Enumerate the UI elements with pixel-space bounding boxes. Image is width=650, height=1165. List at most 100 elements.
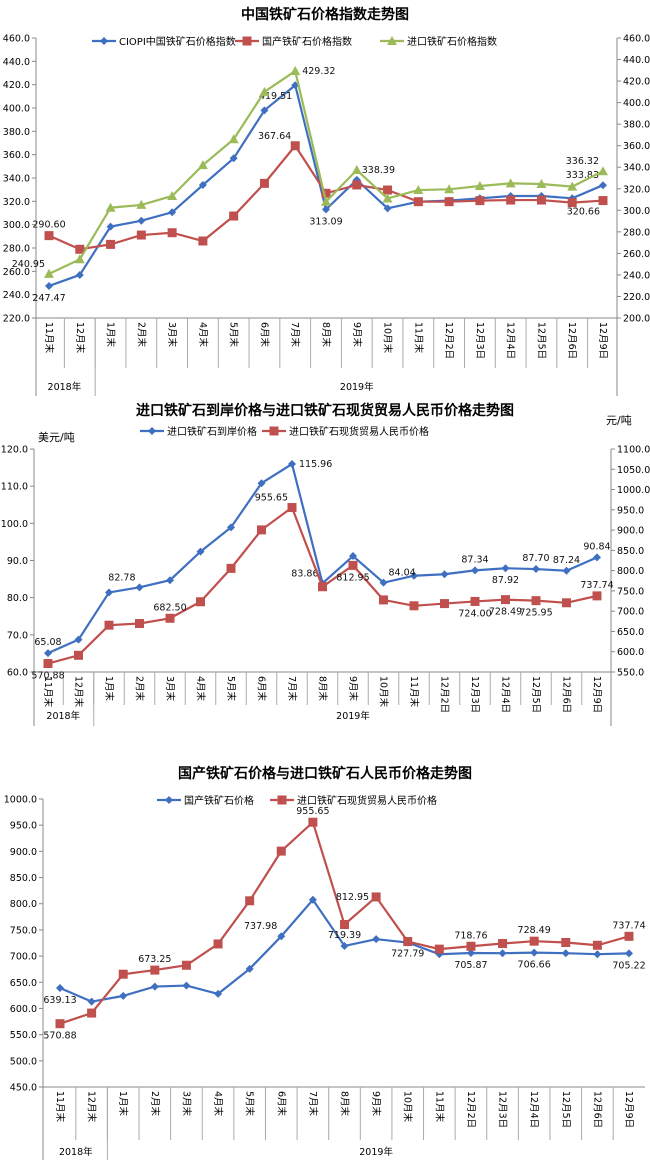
data-point <box>245 964 254 973</box>
y-tick-label-left: 600.0 <box>10 1004 37 1015</box>
x-tick-label: 10月末 <box>378 676 390 708</box>
y-tick-label-left: 320.0 <box>3 197 30 208</box>
x-tick-label: 8月末 <box>320 322 332 348</box>
data-point <box>382 193 393 203</box>
y-tick-label-right: 650.0 <box>617 627 644 638</box>
data-point <box>44 268 54 278</box>
legend-label: 进口铁矿石到岸价格 <box>167 425 257 438</box>
data-point <box>75 244 85 254</box>
data-point <box>351 165 362 175</box>
y-tick-label-right: 300.0 <box>623 206 650 217</box>
legend-label: 进口铁矿石价格指数 <box>407 35 497 48</box>
data-point <box>276 846 286 856</box>
data-point <box>259 86 270 96</box>
x-tick-label: 12月2日 <box>443 322 454 359</box>
data-label: 737.74 <box>612 920 645 931</box>
chart-2: 进口铁矿石到岸价格与进口铁矿石现货贸易人民币价格走势图 60.0 70.0 80.0 9… <box>1 402 650 726</box>
y-tick-label-left: 1000.0 <box>4 795 37 806</box>
data-label: 338.39 <box>362 165 395 176</box>
x-tick-label: 12月4日 <box>505 322 516 359</box>
y-tick-label-right: 320.0 <box>623 184 650 195</box>
legend-item: 进口铁矿石现货贸易人民币价格 <box>270 794 437 807</box>
data-point <box>498 949 507 958</box>
data-point <box>567 181 578 191</box>
x-tick-label: 12月末 <box>86 1091 98 1123</box>
x-tick-label: 2月末 <box>149 1091 161 1117</box>
x-tick-label: 12月4日 <box>528 1091 539 1128</box>
series-2: 570.88 682.50 955.65 812.95 724.00728.49725.… <box>31 493 613 682</box>
series-1: 639.13 737.98 719.39 705.87 706.66 705.22 <box>43 895 646 1006</box>
legend-label: CIOPI中国铁矿石价格指数 <box>119 35 236 48</box>
legend-item: 国产铁矿石价格指数 <box>235 35 352 48</box>
data-point <box>45 281 53 290</box>
data-label: 705.87 <box>454 960 487 971</box>
data-point <box>440 570 449 579</box>
data-point <box>167 190 178 200</box>
x-tick-label: 11月末 <box>433 1091 445 1123</box>
y-tick-label-left: 800.0 <box>10 899 37 910</box>
data-point <box>409 601 419 611</box>
legend-marker <box>148 427 156 435</box>
data-point <box>105 202 116 212</box>
data-label: 719.39 <box>328 930 361 941</box>
y-tick-label-right: 750.0 <box>617 586 644 597</box>
y-tick-label-left: 900.0 <box>10 847 37 858</box>
y-tick-label-left: 220.0 <box>3 314 30 325</box>
legend-label: 进口铁矿石现货贸易人民币价格 <box>297 794 437 807</box>
chart-title: 国产铁矿石价格与进口铁矿石人民币价格走势图 <box>178 765 472 782</box>
legend-marker <box>165 796 173 804</box>
x-tick-label: 12月2日 <box>439 676 450 713</box>
data-point <box>136 199 147 209</box>
data-point <box>104 620 114 630</box>
data-label: 728.49 <box>489 607 522 618</box>
data-point <box>118 969 128 979</box>
legend-marker <box>277 795 287 805</box>
year-group-label: 2019年 <box>359 1146 393 1158</box>
data-point <box>106 222 115 231</box>
y-tick-label-right: 380.0 <box>623 120 650 131</box>
x-tick-label: 12月3日 <box>469 676 480 713</box>
y-tick-label-left: 90.0 <box>7 556 28 567</box>
y-tick-label-right: 700.0 <box>617 607 644 618</box>
x-tick-label: 12月5日 <box>530 676 541 713</box>
data-point <box>403 937 413 947</box>
y-tick-label-left: 440.0 <box>3 57 30 68</box>
data-point <box>167 228 177 238</box>
series-2: 570.88 673.25 955.65 812.95 727.79 718.76 728.… <box>43 806 645 1041</box>
data-point <box>213 939 223 949</box>
y-tick-label-right: 850.0 <box>617 546 644 557</box>
data-point <box>74 650 83 660</box>
data-point <box>592 591 602 601</box>
data-point <box>229 154 238 163</box>
data-point <box>536 195 546 205</box>
legend-item: 国产铁矿石价格 <box>157 794 254 807</box>
y-tick-label-right: 440.0 <box>623 55 650 66</box>
y-tick-label-left: 240.0 <box>3 290 30 301</box>
data-point <box>529 936 539 946</box>
data-point <box>340 920 349 930</box>
y-tick-label-left: 750.0 <box>10 925 37 936</box>
x-tick-label: 7月末 <box>286 676 298 702</box>
series-line <box>59 898 630 1003</box>
x-tick-label: 11月末 <box>408 676 420 708</box>
data-label: 724.00 <box>458 608 491 619</box>
legend-marker <box>100 37 108 45</box>
data-point <box>168 208 177 217</box>
data-point <box>227 523 235 532</box>
y-tick-label-left: 110.0 <box>1 482 28 493</box>
data-point <box>593 950 602 959</box>
x-tick-label: 1月末 <box>117 1091 129 1117</box>
x-tick-label: 12月9日 <box>623 1091 634 1128</box>
y-tick-label-right: 200.0 <box>623 314 650 325</box>
data-label: 65.08 <box>34 637 61 648</box>
y-tick-label-right: 400.0 <box>623 98 650 109</box>
data-point <box>531 596 541 606</box>
data-label: 336.32 <box>566 156 599 167</box>
y-tick-label-left: 300.0 <box>3 220 30 231</box>
data-point <box>470 596 480 606</box>
y-tick-label-left: 850.0 <box>10 873 37 884</box>
data-point <box>532 565 540 574</box>
data-point <box>562 566 571 575</box>
data-point <box>43 659 53 669</box>
data-point <box>257 525 266 535</box>
